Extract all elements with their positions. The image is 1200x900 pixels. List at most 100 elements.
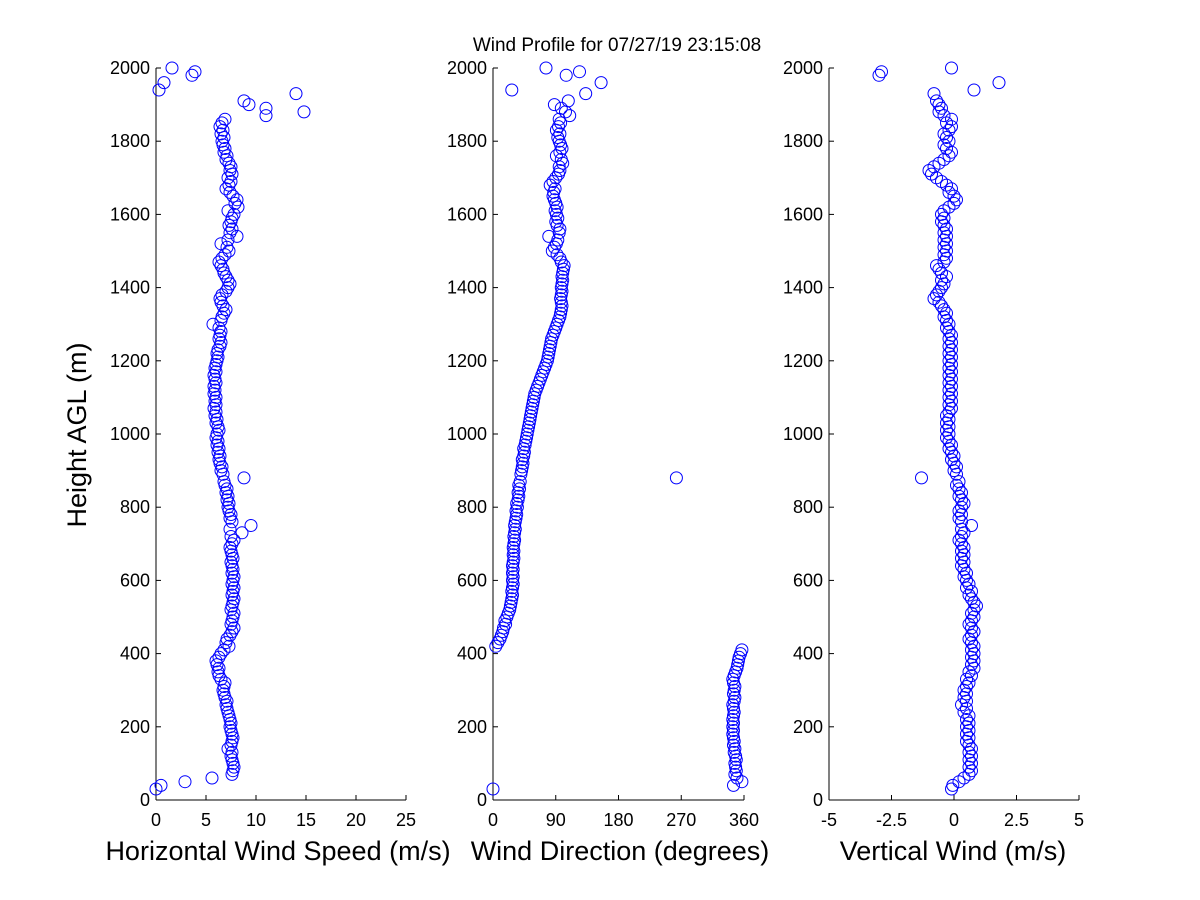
data-point: [230, 229, 244, 243]
data-point: [505, 83, 519, 97]
data-point: [219, 284, 233, 298]
data-point: [259, 109, 273, 123]
data-point: [227, 581, 241, 595]
data-point: [214, 647, 228, 661]
y-tick-label: 1400: [110, 278, 150, 298]
data-point: [225, 745, 239, 759]
y-tick-label: 1800: [783, 131, 823, 151]
data-point: [219, 270, 233, 284]
data-point: [207, 401, 221, 415]
data-point: [942, 332, 956, 346]
data-point: [935, 175, 948, 188]
x-tick-label: -5: [821, 810, 837, 830]
data-point: [872, 68, 886, 82]
data-point: [561, 94, 575, 108]
y-tick-label: 800: [120, 497, 150, 517]
data-point: [945, 61, 958, 75]
data-point: [962, 665, 976, 679]
data-point: [559, 68, 573, 82]
y-tick-label: 0: [813, 790, 823, 810]
data-point: [557, 259, 571, 273]
data-point: [940, 306, 953, 320]
data-point: [945, 387, 958, 401]
data-point: [553, 127, 567, 141]
data-point: [937, 277, 951, 291]
data-point: [214, 336, 228, 349]
data-point: [188, 65, 202, 79]
data-point: [259, 101, 273, 115]
x-tick-label: 5: [1074, 810, 1084, 830]
data-point: [735, 643, 749, 657]
data-point: [947, 196, 961, 210]
y-axis-label: Height AGL (m): [62, 342, 92, 527]
data-point: [935, 207, 948, 221]
x-tick-label: 0: [949, 810, 959, 830]
x-tick-label: 0: [488, 810, 498, 830]
data-point: [942, 149, 956, 163]
data-point: [550, 248, 564, 262]
data-point: [875, 65, 888, 79]
data-point: [551, 131, 565, 144]
data-point: [947, 189, 961, 203]
data-point: [960, 713, 973, 726]
data-point: [940, 314, 953, 327]
data-point: [594, 76, 608, 90]
y-tick-label: 800: [793, 497, 823, 517]
data-point: [523, 412, 537, 426]
x-tick-label: 2.5: [1004, 810, 1029, 830]
y-tick-label: 600: [120, 570, 150, 590]
data-point: [552, 120, 565, 134]
x-axis-label: Wind Direction (degrees): [471, 836, 770, 866]
data-point: [489, 639, 503, 653]
x-tick-label: 20: [346, 810, 366, 830]
data-point: [214, 127, 228, 141]
data-point: [551, 233, 565, 247]
data-point: [209, 405, 223, 419]
y-tick-label: 1200: [110, 351, 150, 371]
data-point: [223, 628, 237, 642]
data-point: [548, 204, 562, 218]
data-point: [225, 537, 239, 551]
data-point: [205, 771, 219, 785]
data-point: [942, 185, 956, 199]
data-point: [952, 482, 966, 496]
data-point: [962, 676, 976, 690]
y-tick-label: 400: [120, 644, 150, 664]
y-tick-label: 2000: [447, 58, 487, 78]
data-point: [220, 632, 234, 646]
data-point: [937, 211, 951, 225]
data-point: [932, 98, 946, 112]
data-point: [215, 116, 229, 130]
data-point: [165, 61, 179, 75]
data-point: [940, 131, 953, 144]
data-point: [152, 83, 166, 97]
data-point: [214, 237, 228, 251]
x-tick-label: 360: [729, 810, 759, 830]
data-point: [955, 515, 968, 529]
data-point: [221, 273, 235, 287]
data-point: [513, 475, 527, 489]
vertical-wind-panel: -5 -2.5 0 2.5 5 0 200 400 600 800 1000 1200 1400 1600…: [783, 58, 1084, 866]
data-point: [231, 200, 245, 214]
data-point: [206, 317, 220, 331]
data-point: [547, 240, 561, 254]
data-point: [223, 226, 237, 240]
data-point: [563, 109, 577, 123]
data-point: [237, 471, 251, 485]
data-point: [545, 244, 559, 258]
data-point: [216, 123, 230, 137]
data-point: [962, 716, 976, 730]
data-point: [216, 299, 230, 313]
data-point: [224, 555, 238, 569]
wind-direction-panel: 0 90 180 270 360 0 200 400 600 800 1000 1200 1400 160…: [447, 58, 769, 866]
data-point: [952, 775, 966, 789]
data-point: [289, 87, 303, 101]
data-point: [225, 211, 239, 225]
data-point: [930, 259, 943, 273]
y-tick-label: 1800: [110, 131, 150, 151]
data-point: [955, 530, 968, 543]
x-tick-label: 0: [151, 810, 161, 830]
data-point: [222, 244, 236, 258]
